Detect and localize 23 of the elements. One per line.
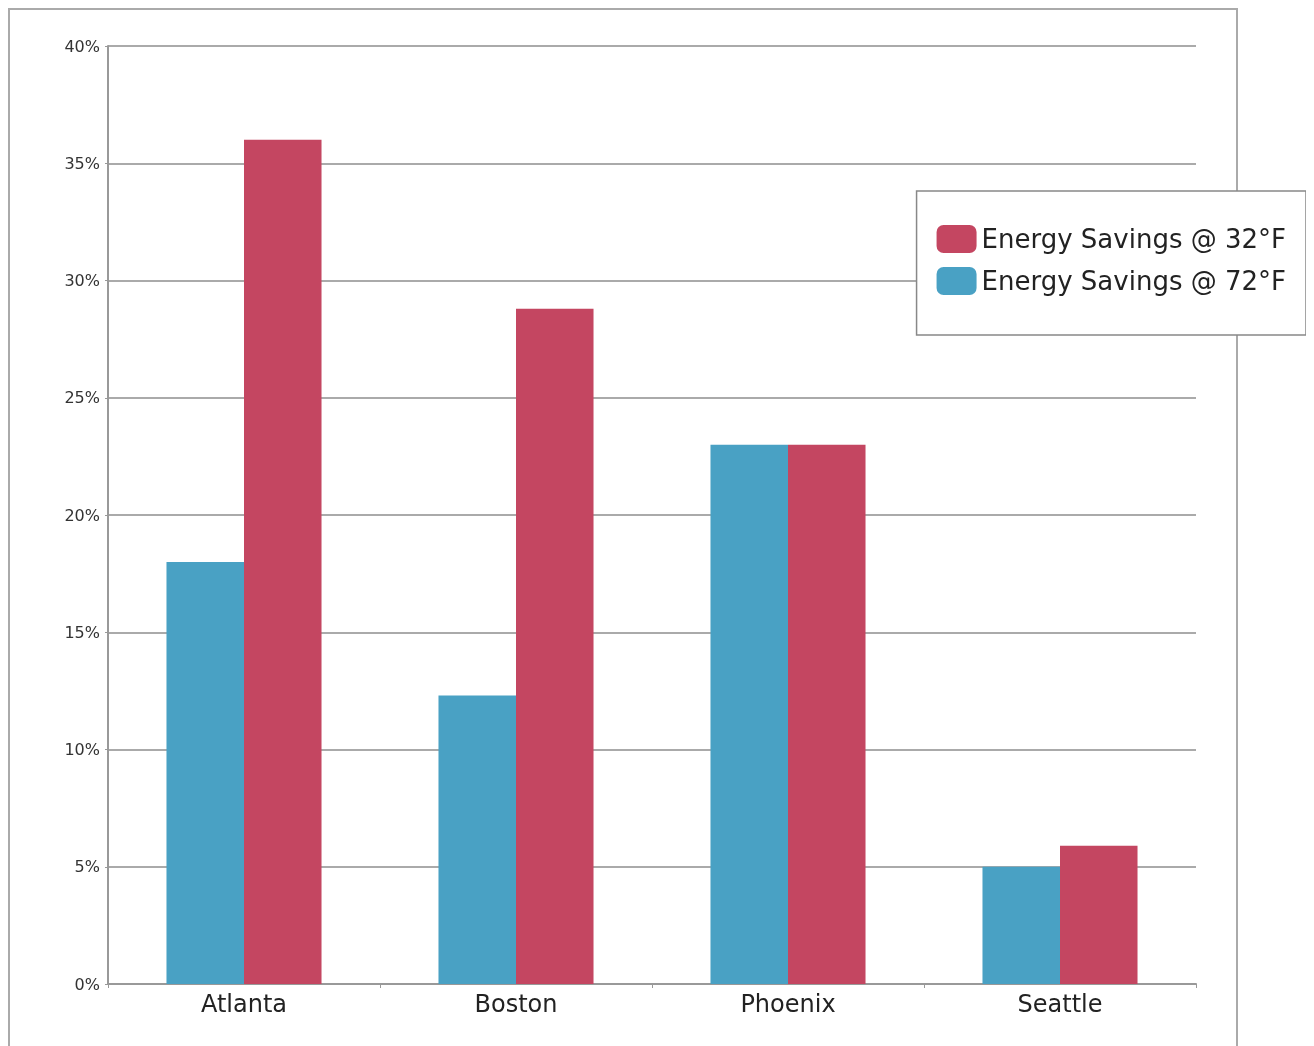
y-tick-label: 40% [64, 36, 100, 56]
y-tick-label: 5% [74, 857, 100, 877]
y-tick-label: 10% [64, 740, 100, 759]
y-tick-label: 30% [64, 271, 100, 290]
bar [166, 561, 244, 984]
bar [788, 444, 866, 984]
legend-label: Energy Savings @ 72°F [981, 266, 1286, 296]
legend-label: Energy Savings @ 32°F [981, 224, 1286, 254]
y-tick-label: 25% [64, 388, 100, 408]
y-tick-label: 0% [74, 974, 100, 994]
bar [516, 308, 594, 984]
bar [982, 866, 1060, 984]
bar [710, 444, 788, 984]
x-tick-label: Atlanta [200, 990, 288, 1018]
bar [244, 139, 322, 984]
x-tick-label: Seattle [1017, 990, 1103, 1018]
y-tick-label: 15% [64, 622, 100, 642]
y-tick-label: 35% [64, 153, 100, 173]
y-tick-label: 20% [64, 505, 100, 525]
bar [438, 695, 516, 984]
x-tick-label: Boston [474, 990, 558, 1018]
bar [1060, 845, 1138, 984]
x-tick-label: Phoenix [740, 990, 836, 1018]
